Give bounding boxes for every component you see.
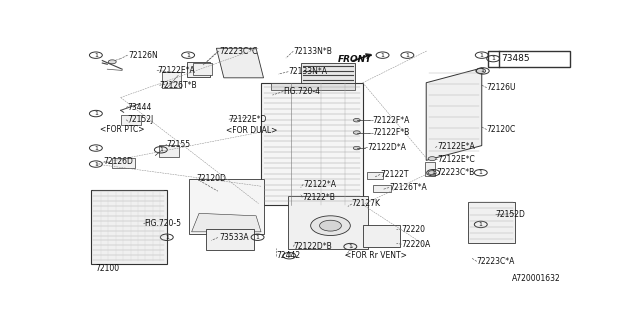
Text: 72133N*B: 72133N*B xyxy=(293,47,332,56)
Text: 72223C*B: 72223C*B xyxy=(436,168,474,177)
Text: 1: 1 xyxy=(165,235,169,240)
Bar xyxy=(121,115,141,124)
Polygon shape xyxy=(426,68,482,160)
Text: FIG.720-5: FIG.720-5 xyxy=(145,219,182,228)
Text: 72442: 72442 xyxy=(276,251,300,260)
Text: 73485: 73485 xyxy=(502,54,531,63)
Circle shape xyxy=(428,171,436,175)
Bar xyxy=(288,196,367,249)
Text: 72122E*C: 72122E*C xyxy=(437,155,475,164)
Circle shape xyxy=(476,68,486,73)
Text: 73444: 73444 xyxy=(127,103,152,112)
Text: 1: 1 xyxy=(479,222,483,227)
Circle shape xyxy=(108,60,116,64)
Text: 72120D: 72120D xyxy=(196,174,227,183)
Text: <FOR PTC>: <FOR PTC> xyxy=(100,125,145,134)
Bar xyxy=(261,83,363,205)
Text: 72155: 72155 xyxy=(167,140,191,149)
Text: 73533A: 73533A xyxy=(219,233,248,242)
Circle shape xyxy=(310,216,350,236)
Bar xyxy=(162,72,180,88)
Text: 72122T: 72122T xyxy=(380,170,408,179)
Bar xyxy=(189,179,264,234)
Text: 72152J: 72152J xyxy=(127,115,154,124)
Bar xyxy=(363,225,400,247)
Bar xyxy=(488,51,570,67)
Bar xyxy=(159,145,179,157)
Text: 1: 1 xyxy=(94,53,98,58)
Text: 72122D*B: 72122D*B xyxy=(293,242,332,251)
Text: 72100: 72100 xyxy=(95,264,119,273)
Text: 1: 1 xyxy=(159,147,163,152)
Bar xyxy=(372,185,392,192)
Text: 1: 1 xyxy=(94,162,98,167)
Text: 1: 1 xyxy=(431,170,435,175)
Text: 72120C: 72120C xyxy=(486,125,516,134)
Circle shape xyxy=(353,131,360,134)
Text: 1: 1 xyxy=(255,235,259,240)
Text: 1: 1 xyxy=(186,53,190,58)
Text: 1: 1 xyxy=(481,68,484,73)
Text: 1: 1 xyxy=(94,111,98,116)
Text: 1: 1 xyxy=(492,56,495,61)
Polygon shape xyxy=(216,48,264,78)
Circle shape xyxy=(353,118,360,122)
Text: 72122E*A: 72122E*A xyxy=(437,142,475,151)
Text: 1: 1 xyxy=(348,244,352,249)
Text: 72122D*A: 72122D*A xyxy=(367,143,406,152)
Text: 72122E*D: 72122E*D xyxy=(229,115,267,124)
Bar xyxy=(301,63,355,83)
Text: 72126U: 72126U xyxy=(486,83,516,92)
Text: 1: 1 xyxy=(405,53,410,58)
Text: 72220A: 72220A xyxy=(401,240,431,249)
Text: <FOR DUAL>: <FOR DUAL> xyxy=(227,125,278,135)
Text: 72223C*A: 72223C*A xyxy=(477,257,515,266)
Bar xyxy=(367,172,383,179)
Text: 72220: 72220 xyxy=(401,225,426,234)
Bar xyxy=(207,229,253,250)
Text: 72223C*C: 72223C*C xyxy=(219,47,257,56)
Text: 72127K: 72127K xyxy=(352,199,381,209)
Bar xyxy=(112,158,134,168)
Text: 72122*B: 72122*B xyxy=(302,193,335,202)
Bar xyxy=(271,83,355,90)
Bar xyxy=(187,62,211,76)
Text: 72126T*B: 72126T*B xyxy=(159,81,197,90)
Text: 72126N: 72126N xyxy=(129,51,158,60)
Circle shape xyxy=(428,157,436,161)
Text: 1: 1 xyxy=(381,53,385,58)
Text: 72122F*A: 72122F*A xyxy=(372,116,410,125)
Circle shape xyxy=(353,146,360,150)
Text: FRONT: FRONT xyxy=(338,55,372,64)
Bar xyxy=(91,190,167,264)
Text: 1: 1 xyxy=(480,53,484,58)
Text: 72126T*A: 72126T*A xyxy=(389,183,427,192)
Bar xyxy=(425,162,435,176)
Text: 72122E*A: 72122E*A xyxy=(157,66,195,75)
Text: 72122*A: 72122*A xyxy=(303,180,336,189)
Polygon shape xyxy=(191,213,261,232)
Bar xyxy=(193,63,212,75)
Text: 72152D: 72152D xyxy=(495,210,525,219)
Text: 1: 1 xyxy=(94,146,98,150)
Text: 72122F*B: 72122F*B xyxy=(372,128,410,137)
Text: 1: 1 xyxy=(479,170,483,175)
Text: FIG.720-4: FIG.720-4 xyxy=(284,87,321,96)
Circle shape xyxy=(319,220,341,231)
Text: 1: 1 xyxy=(287,253,291,258)
Bar xyxy=(468,202,515,244)
Text: <FOR Rr VENT>: <FOR Rr VENT> xyxy=(346,251,407,260)
Text: 72133N*A: 72133N*A xyxy=(288,67,327,76)
Text: A720001632: A720001632 xyxy=(511,274,560,283)
Text: 72126D: 72126D xyxy=(104,157,134,166)
